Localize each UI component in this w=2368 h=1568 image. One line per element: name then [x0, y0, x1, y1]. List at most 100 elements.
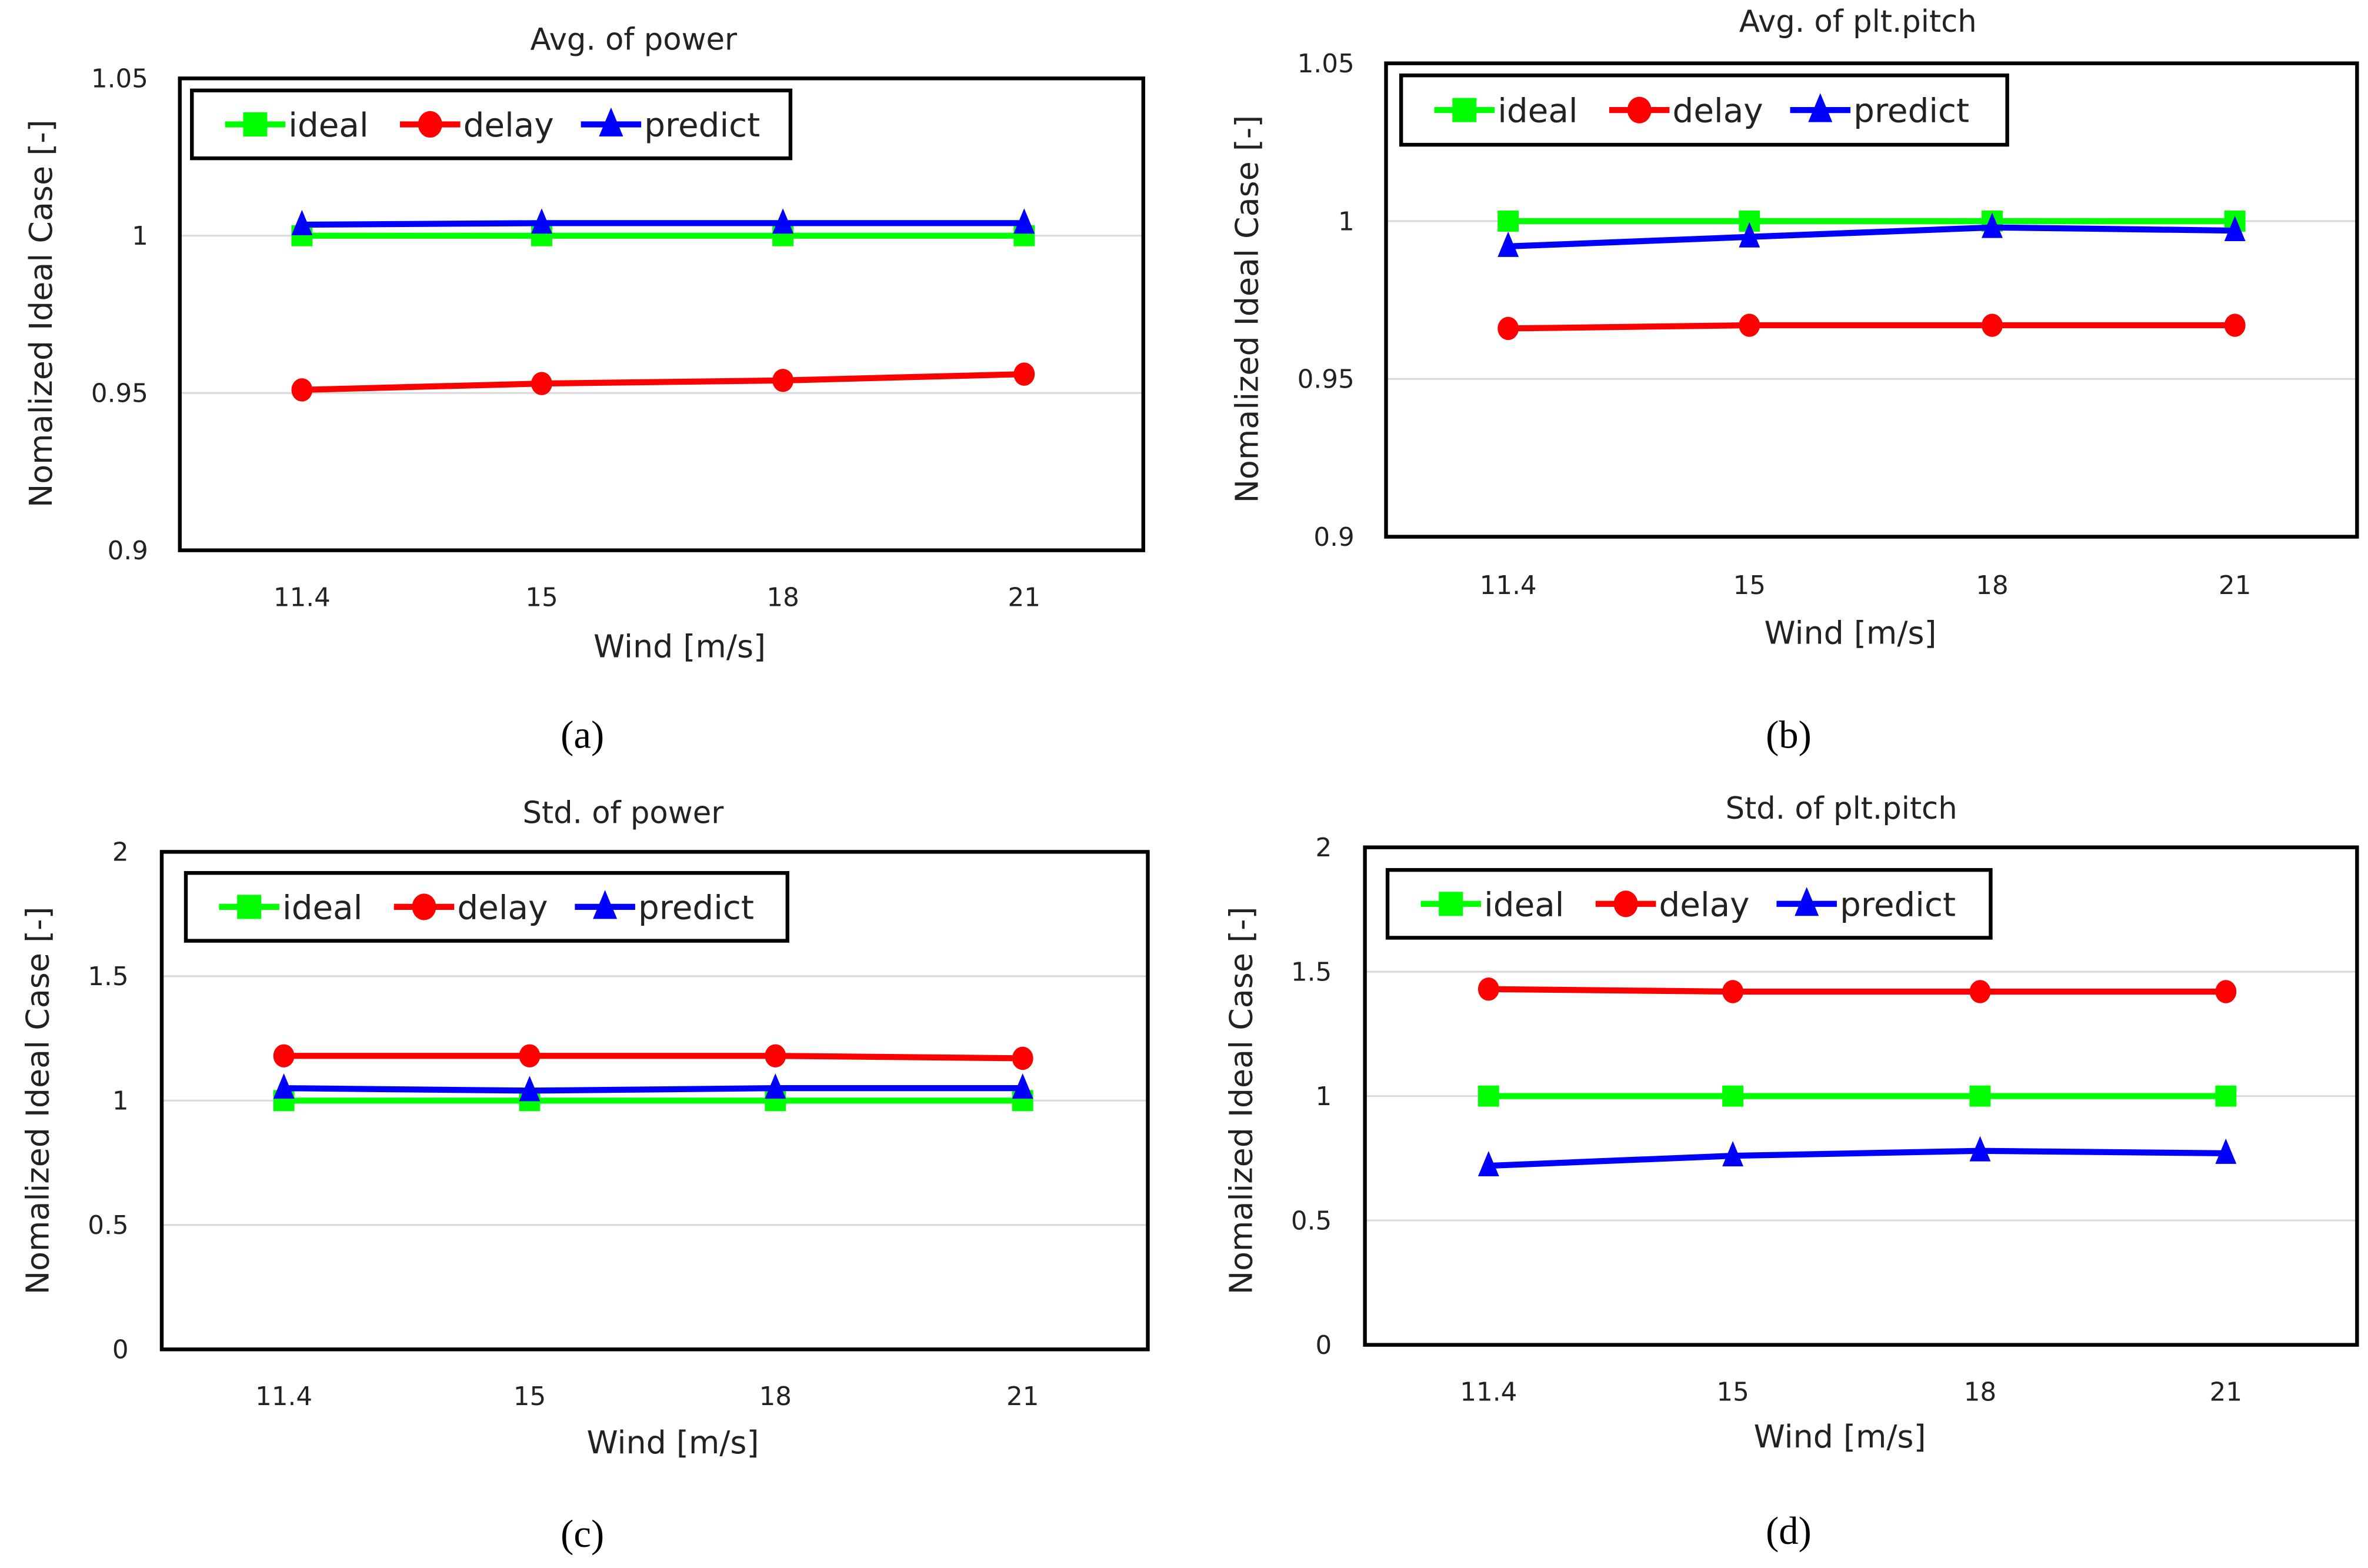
- x-axis-label: Wind [m/s]: [1765, 615, 1937, 652]
- x-tick-label: 18: [1976, 571, 2008, 600]
- marker-triangle: [593, 890, 618, 919]
- marker-triangle: [519, 1076, 541, 1102]
- plot-area: [178, 76, 1145, 552]
- x-tick-label: 21: [2210, 1377, 2242, 1407]
- marker-triangle: [2224, 215, 2246, 242]
- legend-item-delay: delay: [1595, 886, 1750, 924]
- marker-triangle: [2215, 1138, 2237, 1164]
- marker-circle: [531, 372, 552, 395]
- marker-circle: [1627, 96, 1652, 124]
- marker-circle: [1969, 980, 1991, 1003]
- series-line: [1488, 1147, 2226, 1169]
- y-tick-label: 0: [1316, 1331, 1332, 1360]
- x-tick-label: 15: [1733, 571, 1766, 600]
- marker-circle: [1012, 1046, 1033, 1070]
- series-ideal: [273, 1090, 1033, 1112]
- y-tick-label: 1.05: [1298, 49, 1355, 79]
- marker-triangle: [291, 209, 313, 235]
- y-tick-label: 0.95: [91, 379, 148, 409]
- legend-label: delay: [463, 106, 554, 145]
- marker-triangle: [1982, 212, 2003, 238]
- legend-label: ideal: [1497, 92, 1577, 131]
- x-tick-label: 15: [1716, 1377, 1749, 1407]
- x-tick-label: 18: [1964, 1377, 1996, 1407]
- series-line: [1507, 224, 2235, 250]
- series-line: [1508, 322, 2235, 332]
- series-ideal: [1478, 1085, 2237, 1107]
- x-tick-label: 11.4: [255, 1382, 312, 1412]
- marker-square: [1478, 1085, 1499, 1107]
- y-tick-label: 1.05: [91, 65, 148, 94]
- y-tick-label: 1.5: [88, 962, 128, 992]
- marker-triangle: [1478, 1150, 1499, 1177]
- x-tick-label: 18: [766, 583, 799, 613]
- y-tick-label: 0.5: [1291, 1207, 1332, 1236]
- marker-triangle: [599, 107, 623, 136]
- legend-label: delay: [457, 889, 548, 927]
- marker-circle: [2215, 980, 2237, 1003]
- x-tick-label: 15: [525, 583, 558, 613]
- y-tick-label: 0.9: [1313, 523, 1354, 552]
- legend-item-delay: delay: [393, 889, 548, 927]
- marker-triangle: [765, 1073, 786, 1099]
- x-tick-label: 15: [513, 1382, 546, 1412]
- chart-title: Std. of power: [522, 796, 724, 831]
- legend-item-delay: delay: [1609, 92, 1763, 131]
- plot-area: [1363, 845, 2359, 1347]
- chart-d: 0 0.5 1 1.5 2 11.4 15 18 21 Std. of plt.pitch Wind…: [1222, 791, 2359, 1553]
- legend-box: [190, 88, 793, 161]
- legend-label: predict: [638, 889, 754, 927]
- marker-circle: [1722, 980, 1744, 1003]
- marker-circle: [1739, 313, 1760, 337]
- marker-circle: [1497, 316, 1519, 341]
- plot-area: [159, 850, 1150, 1352]
- legend-item-delay: delay: [400, 106, 554, 145]
- subfigure-caption: (d): [1766, 1510, 1812, 1553]
- marker-circle: [772, 369, 794, 392]
- y-axis-label: Nomalized Ideal Case [-]: [19, 906, 56, 1295]
- y-tick-label: 0.95: [1298, 365, 1355, 395]
- y-axis-label: Nomalized Ideal Case [-]: [1222, 906, 1259, 1295]
- marker-square: [1439, 892, 1463, 916]
- legend-box: [184, 871, 790, 943]
- series-ideal: [291, 225, 1035, 246]
- x-tick-label: 21: [1008, 583, 1040, 613]
- y-axis-label: Nomalized Ideal Case [-]: [1229, 115, 1266, 503]
- marker-circle: [1613, 890, 1638, 918]
- legend-label: predict: [644, 106, 760, 145]
- marker-square: [1969, 1085, 1991, 1107]
- series-ideal: [1497, 211, 2246, 232]
- series-delay: [1478, 978, 2237, 1003]
- legend-label: ideal: [282, 889, 362, 927]
- series-delay: [1497, 313, 2246, 341]
- marker-circle: [2224, 313, 2246, 337]
- legend-box: [1399, 73, 2009, 147]
- legend-item-ideal: ideal: [225, 106, 369, 145]
- x-axis-label: Wind [m/s]: [586, 1424, 759, 1461]
- legend-item-ideal: ideal: [1420, 886, 1564, 924]
- marker-triangle: [273, 1073, 295, 1099]
- marker-triangle: [772, 208, 794, 234]
- marker-triangle: [1808, 93, 1833, 122]
- x-axis-label: Wind [m/s]: [1754, 1418, 1926, 1455]
- marker-circle: [765, 1044, 786, 1067]
- series-line: [302, 371, 1025, 393]
- legend-label: predict: [1853, 92, 1969, 131]
- marker-circle: [1982, 313, 2003, 337]
- x-axis-label: Wind [m/s]: [593, 628, 766, 665]
- y-tick-label: 0.5: [88, 1211, 128, 1240]
- x-tick-label: 11.4: [274, 583, 331, 613]
- y-tick-label: 0.9: [108, 536, 148, 566]
- marker-circle: [1478, 978, 1499, 1001]
- marker-triangle: [531, 208, 552, 234]
- subfigure-caption: (b): [1766, 713, 1812, 756]
- marker-circle: [1013, 362, 1035, 386]
- series-line: [284, 1053, 1023, 1062]
- y-tick-label: 2: [112, 838, 129, 868]
- legend-label: predict: [1840, 886, 1956, 924]
- series-predict: [1497, 212, 2246, 257]
- legend-label: ideal: [1484, 886, 1564, 924]
- marker-triangle: [1969, 1136, 1991, 1162]
- marker-circle: [291, 378, 313, 402]
- legend-label: ideal: [288, 106, 368, 145]
